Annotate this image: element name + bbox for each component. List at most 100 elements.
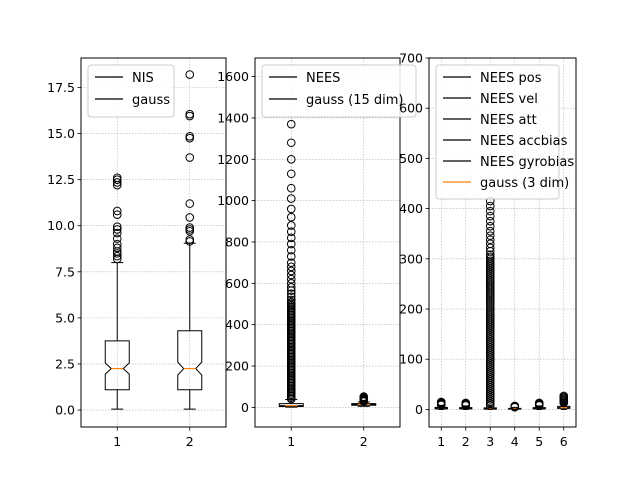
y-tick-label: 0 xyxy=(241,400,249,415)
fliers xyxy=(185,70,195,246)
fliers xyxy=(359,392,369,406)
y-tick-label: 1400 xyxy=(217,110,249,125)
flier-point xyxy=(185,235,195,244)
box-body xyxy=(351,403,377,406)
flier-point xyxy=(286,289,296,298)
boxes xyxy=(278,119,377,408)
flier-point xyxy=(485,221,495,231)
flier-point xyxy=(485,231,495,241)
x-tick-label: 1 xyxy=(113,434,121,449)
x-tick-label: 1 xyxy=(437,434,445,449)
flier-point xyxy=(286,266,296,276)
legend-frame xyxy=(261,64,417,118)
legend-frame xyxy=(87,64,175,118)
box-body xyxy=(177,330,203,391)
box-2 xyxy=(351,392,377,407)
flier-point xyxy=(286,283,296,292)
legend-label: gauss (15 dim) xyxy=(306,93,403,108)
fliers xyxy=(112,173,122,264)
legend-entry: NEES pos xyxy=(443,71,542,86)
y-tick-label: 12.5 xyxy=(47,172,75,187)
legend-entry: gauss (3 dim) xyxy=(443,176,569,191)
legend-label: NIS xyxy=(132,71,154,86)
legend-label: gauss xyxy=(132,93,170,108)
y-tick-label: 0.0 xyxy=(55,403,75,418)
flier-point xyxy=(286,169,296,179)
y-tick-label: 600 xyxy=(225,276,249,291)
flier-point xyxy=(286,258,296,267)
legend-label: NEES att xyxy=(480,113,537,128)
box-2 xyxy=(459,398,473,410)
box-body xyxy=(557,405,571,409)
box-1 xyxy=(278,119,304,408)
y-tick-label: 800 xyxy=(225,234,249,249)
y-tick-label: 200 xyxy=(225,359,249,374)
flier-point xyxy=(534,398,544,408)
legend-entry: NEES xyxy=(269,71,340,86)
y-tick-label: 100 xyxy=(399,352,423,367)
y-tick-label: 17.5 xyxy=(47,80,75,95)
fliers xyxy=(286,119,296,404)
flier-point xyxy=(286,297,296,307)
fliers xyxy=(461,398,471,410)
legend-label: NEES pos xyxy=(480,71,542,86)
flier-point xyxy=(286,245,296,255)
flier-point xyxy=(112,228,122,238)
y-tick-label: 1600 xyxy=(217,69,249,84)
fliers xyxy=(510,401,520,412)
flier-point xyxy=(286,119,296,129)
legend-label: gauss (3 dim) xyxy=(480,176,569,191)
flier-point xyxy=(185,223,195,232)
box-1 xyxy=(104,173,130,410)
axes-frame xyxy=(254,57,401,428)
fliers xyxy=(559,391,569,408)
fliers xyxy=(485,196,495,410)
flier-point xyxy=(112,239,122,249)
box-body xyxy=(483,407,497,410)
x-tick-label: 3 xyxy=(486,434,494,449)
flier-point xyxy=(286,262,296,272)
flier-point xyxy=(286,183,296,193)
box-body xyxy=(532,407,546,410)
y-tick-label: 700 xyxy=(399,51,423,66)
x-tick-label: 4 xyxy=(511,434,519,449)
flier-point xyxy=(112,225,122,234)
fliers xyxy=(534,398,544,410)
flier-point xyxy=(286,204,296,214)
y-tick-label: 400 xyxy=(399,201,423,216)
box-6 xyxy=(557,391,571,410)
legend-label: NEES xyxy=(306,71,340,86)
x-tick-label: 5 xyxy=(535,434,543,449)
flier-point xyxy=(461,398,471,408)
y-tick-label: 600 xyxy=(399,101,423,116)
flier-point xyxy=(286,295,296,305)
flier-point xyxy=(485,235,495,245)
y-tick-label: 500 xyxy=(399,151,423,166)
y-axis: 0 100 200 300 400 500 600 700 xyxy=(399,51,429,417)
flier-point xyxy=(485,226,495,236)
box-body xyxy=(508,407,522,410)
flier-point xyxy=(286,221,296,230)
legend-label: NEES gyrobias xyxy=(480,155,574,170)
flier-point xyxy=(485,201,495,211)
flier-point xyxy=(185,213,195,222)
fliers xyxy=(436,397,446,410)
flier-point xyxy=(286,138,296,148)
y-tick-label: 1200 xyxy=(217,152,249,167)
box-1 xyxy=(434,397,448,410)
y-tick-label: 200 xyxy=(399,302,423,317)
y-tick-label: 10.0 xyxy=(47,218,75,233)
flier-point xyxy=(286,212,296,222)
y-axis: 0.0 2.5 5.0 7.5 10.0 12.5 15.0 17.5 xyxy=(47,80,81,418)
legend: NEES gauss (15 dim) xyxy=(261,64,417,118)
legend-label: NEES vel xyxy=(480,92,538,107)
legend-entry: NIS xyxy=(95,71,154,86)
flier-point xyxy=(185,70,195,79)
boxes xyxy=(104,70,203,410)
axes-frame xyxy=(428,57,577,428)
flier-point xyxy=(286,154,296,164)
legend-entry: NEES vel xyxy=(443,92,538,107)
flier-point xyxy=(185,153,195,162)
